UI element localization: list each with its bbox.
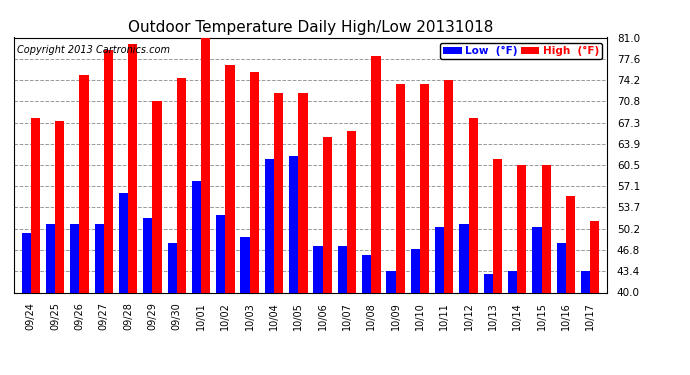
Bar [444, 80, 453, 292]
Bar [298, 93, 308, 292]
Bar [469, 118, 477, 292]
Bar [216, 215, 226, 292]
Bar [289, 156, 298, 292]
Bar [46, 224, 55, 292]
Bar [128, 44, 137, 292]
Bar [371, 56, 381, 292]
Bar [420, 84, 429, 292]
Bar [362, 255, 371, 292]
Bar [435, 227, 444, 292]
Bar [581, 271, 590, 292]
Bar [226, 66, 235, 292]
Bar [265, 159, 274, 292]
Bar [119, 193, 128, 292]
Bar [79, 75, 89, 292]
Bar [323, 137, 332, 292]
Bar [152, 101, 161, 292]
Bar [177, 78, 186, 292]
Bar [70, 224, 79, 292]
Bar [347, 131, 356, 292]
Text: Copyright 2013 Cartronics.com: Copyright 2013 Cartronics.com [17, 45, 170, 55]
Bar [542, 165, 551, 292]
Bar [144, 218, 152, 292]
Bar [95, 224, 103, 292]
Bar [192, 180, 201, 292]
Bar [386, 271, 395, 292]
Title: Outdoor Temperature Daily High/Low 20131018: Outdoor Temperature Daily High/Low 20131… [128, 20, 493, 35]
Bar [518, 165, 526, 292]
Bar [104, 50, 113, 292]
Bar [532, 227, 542, 292]
Bar [508, 271, 518, 292]
Bar [21, 233, 31, 292]
Legend: Low  (°F), High  (°F): Low (°F), High (°F) [440, 43, 602, 59]
Bar [55, 122, 64, 292]
Bar [557, 243, 566, 292]
Bar [460, 224, 469, 292]
Bar [395, 84, 405, 292]
Bar [313, 246, 323, 292]
Bar [590, 221, 600, 292]
Bar [493, 159, 502, 292]
Bar [240, 237, 250, 292]
Bar [168, 243, 177, 292]
Bar [411, 249, 420, 292]
Bar [31, 118, 40, 292]
Bar [337, 246, 347, 292]
Bar [250, 72, 259, 292]
Bar [566, 196, 575, 292]
Bar [201, 38, 210, 292]
Bar [274, 93, 284, 292]
Bar [484, 274, 493, 292]
